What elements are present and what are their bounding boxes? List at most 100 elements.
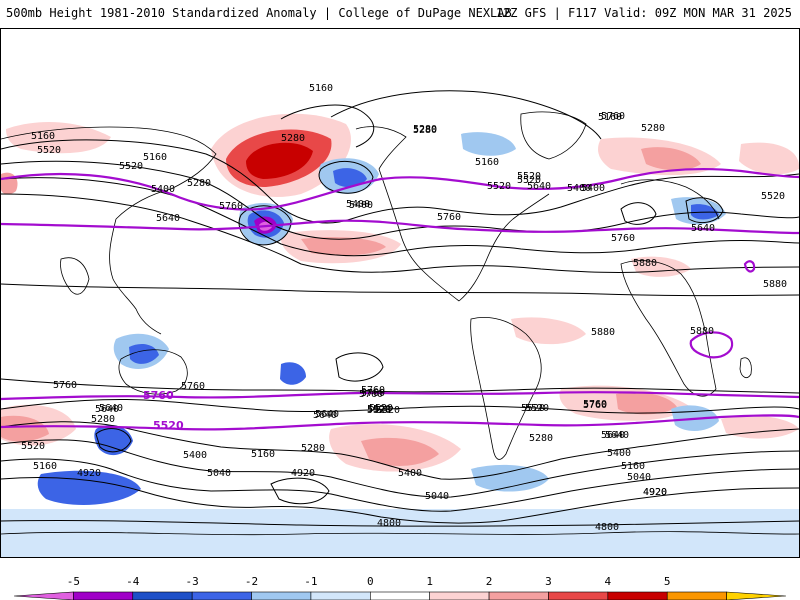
- anomaly-patch-canada: [461, 132, 516, 156]
- colorbar-bin: [429, 591, 490, 600]
- contour-label: 5160: [251, 449, 275, 460]
- contour-s-4: [1, 439, 799, 498]
- colorbar-bin: [310, 591, 371, 600]
- colorbar-tick-label: -1: [304, 575, 317, 588]
- colorbar-svg: -5 -4 -3 -2 -1 0 1 2 3 4 5: [13, 575, 787, 600]
- contour-label: 5760: [359, 389, 383, 400]
- colorbar-tick-label: -5: [67, 575, 80, 588]
- contour-label: 5520: [376, 405, 400, 416]
- contour-label: 5520: [761, 191, 785, 202]
- contour-5880-north: [1, 283, 799, 297]
- contour-label: 5640: [95, 404, 119, 415]
- contour-label: 5520: [153, 419, 184, 432]
- contour-label: 5760: [583, 399, 607, 410]
- contour-label: 5160: [598, 112, 622, 123]
- contour-label: 5520: [21, 441, 45, 452]
- highlight-5880-africa: [689, 331, 734, 359]
- contour-label: 4800: [377, 518, 401, 529]
- contour-label: 5760: [53, 380, 77, 391]
- contour-label: 5400: [183, 450, 207, 461]
- colorbar-bin: [488, 591, 549, 600]
- contour-4800: [1, 519, 799, 527]
- colorbar-tick-label: -2: [245, 575, 258, 588]
- coastlines: [1, 111, 799, 536]
- contour-label: 5760: [181, 381, 205, 392]
- contour-s-1: [1, 378, 799, 394]
- coast-africa: [620, 260, 717, 397]
- contour-label: 5040: [425, 491, 449, 502]
- contour-label: 5280: [91, 414, 115, 425]
- colorbar-tick-label: 4: [605, 575, 612, 588]
- contour-n-4: [1, 193, 799, 273]
- contour-label: 4920: [291, 468, 315, 479]
- contour-label: 5400: [346, 199, 370, 210]
- contour-label: 4920: [643, 487, 667, 498]
- contour-label: 5760: [143, 389, 174, 402]
- contour-label: 5760: [219, 201, 243, 212]
- contour-label: 5640: [691, 223, 715, 234]
- contour-label: 5520: [37, 145, 61, 156]
- contour-label: 5040: [207, 468, 231, 479]
- highlight-5520-south: [1, 414, 799, 431]
- contour-label: 4920: [77, 468, 101, 479]
- colorbar-bin: [132, 591, 193, 600]
- contour-label: 5760: [601, 111, 625, 122]
- contour-5160-north: [280, 104, 374, 148]
- anomaly-patch-australia-core: [129, 343, 159, 364]
- contour-label: 4800: [595, 522, 619, 533]
- anomaly-patch-antarctic-west: [37, 470, 141, 505]
- anomaly-patch-europe: [641, 147, 701, 171]
- contour-label: 5280: [301, 443, 325, 454]
- anomaly-patch-s-indian-east: [721, 415, 799, 439]
- highlight-contours: [1, 167, 799, 431]
- anomaly-map: 5160 5520 5280 5160 5280 5520 5160 5400 …: [0, 28, 800, 558]
- contour-label: 5280: [529, 433, 553, 444]
- coast-north-america-west: [378, 168, 460, 302]
- coast-india: [60, 257, 90, 295]
- coast-north-america-east: [458, 193, 550, 302]
- coast-asia-north: [1, 126, 217, 220]
- anomaly-patch-pacific-east: [301, 237, 386, 256]
- contour-labels: 5160 5520 5280 5160 5280 5520 5160 5400 …: [21, 83, 787, 533]
- contour-label: 5520: [119, 161, 143, 172]
- contour-label: 5040: [627, 472, 651, 483]
- contour-label: 5160: [143, 152, 167, 163]
- anomaly-patch-s-ocean-mid: [471, 464, 549, 492]
- contour-label: 5760: [437, 212, 461, 223]
- colorbar: -5 -4 -3 -2 -1 0 1 2 3 4 5: [0, 572, 800, 600]
- contour-mid-pacific-ring: [335, 352, 384, 382]
- contour-label: 5400: [567, 183, 591, 194]
- anomaly-patch-s-pacific-low: [280, 362, 306, 385]
- anomaly-patch-n-pacific-max: [246, 142, 313, 179]
- anomaly-patch-s-america: [511, 317, 586, 345]
- contour-label: 5520: [525, 403, 549, 414]
- contour-label: 5880: [763, 279, 787, 290]
- contour-label: 5520: [521, 403, 545, 414]
- anomaly-patch-s-indian-core: [1, 415, 49, 442]
- contour-s-pac-ring: [270, 477, 330, 505]
- colorbar-bin: [666, 591, 727, 600]
- positive-anomaly-shading: [1, 113, 799, 472]
- contour-label: 5280: [413, 124, 437, 135]
- highlight-5760-north: [1, 219, 799, 235]
- colorbar-tick-label: 2: [486, 575, 493, 588]
- contour-label: 5400: [151, 184, 175, 195]
- contour-label: 5280: [187, 178, 211, 189]
- highlight-5880-east: [743, 260, 756, 273]
- contour-label: 5520: [369, 403, 393, 414]
- contour-label: 4920: [643, 487, 667, 498]
- contour-label: 5640: [313, 410, 337, 421]
- contour-label: 5880: [633, 258, 657, 269]
- contour-label: 5400: [398, 468, 422, 479]
- contour-label: 5640: [156, 213, 180, 224]
- anomaly-patch-nw-pacific: [6, 122, 111, 154]
- contour-label: 5880: [690, 326, 714, 337]
- contour-label: 5160: [621, 461, 645, 472]
- anomaly-patch-s-pacific-core: [361, 437, 439, 466]
- anomaly-patch-russia: [739, 142, 799, 175]
- contour-n-1: [1, 139, 799, 224]
- colorbar-bin: [548, 591, 609, 600]
- contour-polar: [330, 90, 602, 140]
- contour-label: 5640: [601, 430, 625, 441]
- contour-label: 5400: [349, 200, 373, 211]
